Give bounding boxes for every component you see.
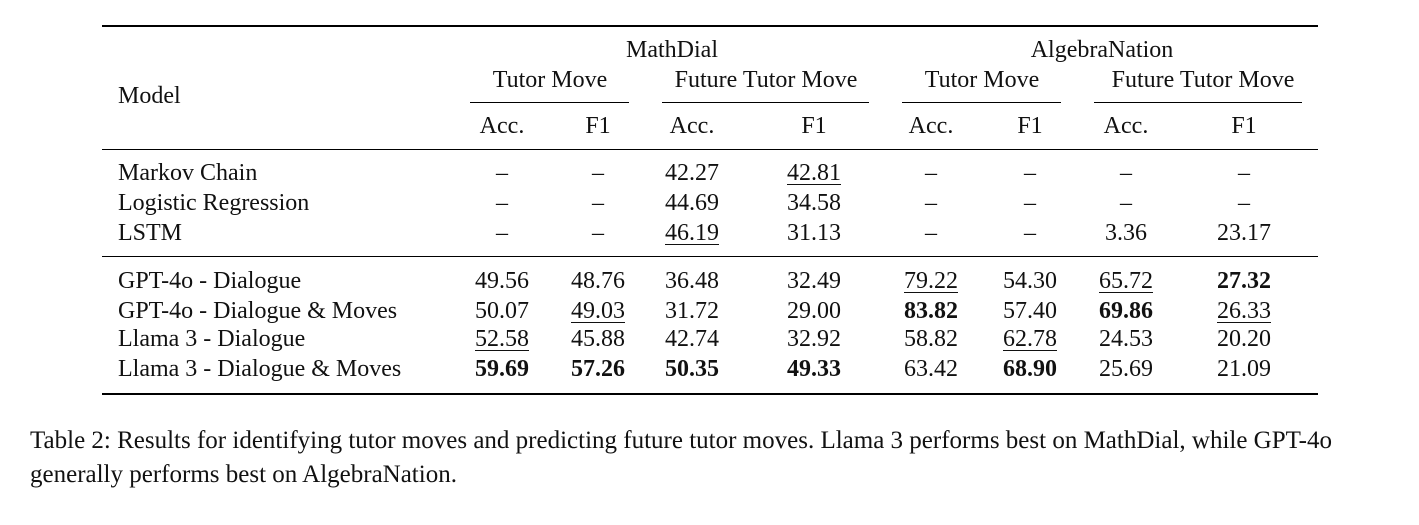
table-cell: 31.72 [665, 298, 719, 324]
table-cell: 59.69 [475, 356, 529, 382]
table-cell: 27.32 [1217, 268, 1271, 294]
table-cell: – [496, 190, 508, 216]
dataset-header: MathDial [626, 37, 718, 63]
table-cell: – [925, 160, 937, 186]
group-underline [1094, 102, 1302, 103]
table-cell: – [1024, 220, 1036, 246]
table-cell: 44.69 [665, 190, 719, 216]
table-cell: – [496, 220, 508, 246]
table-cell: 42.74 [665, 326, 719, 352]
table-cell: 50.35 [665, 356, 719, 382]
group-header: Future Tutor Move [674, 67, 858, 93]
table-cell: 24.53 [1099, 326, 1153, 352]
row-model-name: Llama 3 - Dialogue [118, 326, 306, 352]
table-cell: 62.78 [1003, 326, 1057, 352]
table-cell: – [925, 190, 937, 216]
table-cell: 42.27 [665, 160, 719, 186]
table-cell: 31.13 [787, 220, 841, 246]
table-cell: 49.56 [475, 268, 529, 294]
group-header: Future Tutor Move [1111, 67, 1295, 93]
table-cell: 26.33 [1217, 298, 1271, 324]
table-cell: – [1024, 160, 1036, 186]
group-underline [902, 102, 1061, 103]
table-cell: 52.58 [475, 326, 529, 352]
group-header: Tutor Move [924, 67, 1040, 93]
mid-rule [102, 256, 1318, 257]
table-cell: 32.49 [787, 268, 841, 294]
table-cell: – [1238, 160, 1250, 186]
table-cell: 69.86 [1099, 298, 1153, 324]
table-cell: 23.17 [1217, 220, 1271, 246]
table-cell: 48.76 [571, 268, 625, 294]
metric-header: Acc. [669, 113, 715, 139]
table-cell: 57.26 [571, 356, 625, 382]
table-cell: – [925, 220, 937, 246]
table-cell: 32.92 [787, 326, 841, 352]
model-column-header: Model [118, 83, 181, 109]
group-underline [470, 102, 629, 103]
group-header: Tutor Move [492, 67, 608, 93]
table-cell: 49.33 [787, 356, 841, 382]
row-model-name: GPT-4o - Dialogue & Moves [118, 298, 398, 324]
bottom-rule [102, 393, 1318, 395]
metric-header: F1 [585, 113, 611, 139]
table-cell: 63.42 [904, 356, 958, 382]
table-cell: 50.07 [475, 298, 529, 324]
row-model-name: Markov Chain [118, 160, 258, 186]
table-cell: 79.22 [904, 268, 958, 294]
table-cell: 45.88 [571, 326, 625, 352]
table-cell: 83.82 [904, 298, 958, 324]
metric-header: Acc. [908, 113, 954, 139]
table-cell: 54.30 [1003, 268, 1057, 294]
metric-header: F1 [1231, 113, 1257, 139]
row-model-name: LSTM [118, 220, 183, 246]
table-cell: 29.00 [787, 298, 841, 324]
table-cell: – [1120, 190, 1132, 216]
table-cell: 49.03 [571, 298, 625, 324]
results-table: Model MathDial Tutor Move Future Tutor Move… [102, 25, 1318, 396]
table-cell: 42.81 [787, 160, 841, 186]
table-cell: 34.58 [787, 190, 841, 216]
dataset-header: AlgebraNation [1030, 37, 1174, 63]
metric-header: F1 [1017, 113, 1043, 139]
table-cell: 36.48 [665, 268, 719, 294]
group-underline [662, 102, 869, 103]
table-cell: 58.82 [904, 326, 958, 352]
row-model-name: Llama 3 - Dialogue & Moves [118, 356, 402, 382]
table-cell: 21.09 [1217, 356, 1271, 382]
row-model-name: Logistic Regression [118, 190, 310, 216]
table-cell: – [592, 220, 604, 246]
table-cell: 65.72 [1099, 268, 1153, 294]
table-cell: 46.19 [665, 220, 719, 246]
table-cell: – [496, 160, 508, 186]
table-cell: 20.20 [1217, 326, 1271, 352]
header-rule [102, 149, 1318, 150]
table-cell: – [1120, 160, 1132, 186]
table-cell: 3.36 [1105, 220, 1147, 246]
table-cell: – [1024, 190, 1036, 216]
table-cell: – [592, 190, 604, 216]
table-cell: 68.90 [1003, 356, 1057, 382]
metric-header: Acc. [479, 113, 525, 139]
top-rule [102, 25, 1318, 27]
table-caption: Table 2: Results for identifying tutor m… [30, 427, 1332, 488]
table-cell: – [592, 160, 604, 186]
metric-header: Acc. [1103, 113, 1149, 139]
table-cell: – [1238, 190, 1250, 216]
row-model-name: GPT-4o - Dialogue [118, 268, 302, 294]
table-cell: 25.69 [1099, 356, 1153, 382]
metric-header: F1 [801, 113, 827, 139]
table-cell: 57.40 [1003, 298, 1057, 324]
